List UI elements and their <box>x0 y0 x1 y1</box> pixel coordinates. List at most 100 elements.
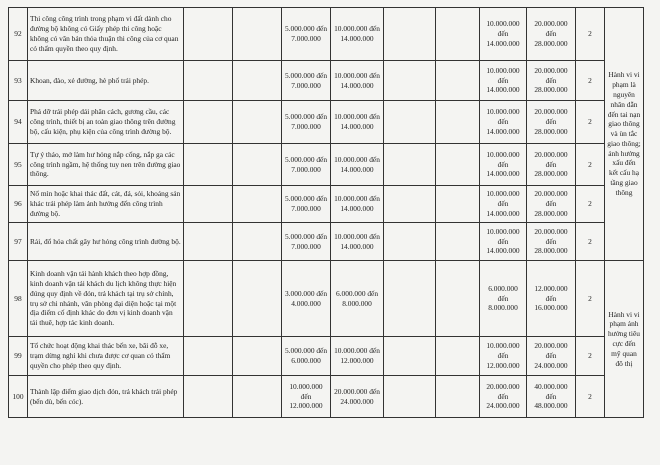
cell-c4 <box>232 143 282 186</box>
cell-c6: 10.000.000 đến 14.000.000 <box>330 7 384 61</box>
cell-c5: 10.000.000 đến 12.000.000 <box>281 375 331 418</box>
cell-c3 <box>183 336 233 376</box>
row-number: 97 <box>8 222 28 261</box>
cell-c6: 10.000.000 đến 14.000.000 <box>330 185 384 223</box>
group-note: Hành vi vi phạm ảnh hưởng tiêu cực đến m… <box>604 260 644 418</box>
cell-c6: 10.000.000 đến 14.000.000 <box>330 60 384 101</box>
violation-description: Rải, đổ hóa chất gây hư hỏng công trình … <box>27 222 184 261</box>
cell-c9: 6.000.000 đến 8.000.000 <box>479 260 527 337</box>
cell-c11: 2 <box>575 7 605 61</box>
cell-c7 <box>383 336 436 376</box>
cell-c3 <box>183 100 233 144</box>
violation-description: Thành lập điểm giao dịch đón, trả khách … <box>27 375 184 418</box>
cell-c11: 2 <box>575 336 605 376</box>
cell-c4 <box>232 100 282 144</box>
cell-c3 <box>183 60 233 101</box>
cell-c8 <box>435 100 480 144</box>
cell-c8 <box>435 185 480 223</box>
row-number: 96 <box>8 185 28 223</box>
violation-description: Tổ chức hoạt động khai thác bến xe, bãi … <box>27 336 184 376</box>
cell-c10: 20.000.000 đến 24.000.000 <box>526 336 576 376</box>
cell-c3 <box>183 185 233 223</box>
cell-c11: 2 <box>575 375 605 418</box>
violation-description: Khoan, đào, xẻ đường, hè phố trái phép. <box>27 60 184 101</box>
cell-c6: 10.000.000 đến 14.000.000 <box>330 100 384 144</box>
cell-c5: 5.000.000 đến 7.000.000 <box>281 222 331 261</box>
cell-c9: 10.000.000 đến 12.000.000 <box>479 336 527 376</box>
cell-c8 <box>435 336 480 376</box>
row-number: 99 <box>8 336 28 376</box>
cell-c9: 10.000.000 đến 14.000.000 <box>479 185 527 223</box>
cell-c10: 20.000.000 đến 28.000.000 <box>526 60 576 101</box>
row-number: 95 <box>8 143 28 186</box>
cell-c11: 2 <box>575 260 605 337</box>
cell-c4 <box>232 185 282 223</box>
cell-c8 <box>435 375 480 418</box>
group-note: Hành vi vi phạm là nguyên nhân dẫn đến t… <box>604 7 644 261</box>
row-number: 93 <box>8 60 28 101</box>
violation-description: Tự ý tháo, mở làm hư hỏng nắp cống, nắp … <box>27 143 184 186</box>
table-row: 95 Tự ý tháo, mở làm hư hỏng nắp cống, nắ… <box>8 143 644 186</box>
cell-c8 <box>435 60 480 101</box>
table-row: 100 Thành lập điểm giao dịch đón, trả khá… <box>8 375 644 418</box>
cell-c9: 10.000.000 đến 14.000.000 <box>479 100 527 144</box>
cell-c10: 12.000.000 đến 16.000.000 <box>526 260 576 337</box>
violation-description: Thi công công trình trong phạm vi đất dà… <box>27 7 184 61</box>
cell-c7 <box>383 375 436 418</box>
violation-description: Nổ mìn hoặc khai thác đất, cát, đá, sỏi,… <box>27 185 184 223</box>
cell-c8 <box>435 143 480 186</box>
cell-c6: 6.000.000 đến 8.000.000 <box>330 260 384 337</box>
cell-c6: 10.000.000 đến 14.000.000 <box>330 143 384 186</box>
cell-c9: 10.000.000 đến 14.000.000 <box>479 143 527 186</box>
penalty-table: 92 Thi công công trình trong phạm vi đất … <box>8 7 644 418</box>
cell-c9: 10.000.000 đến 14.000.000 <box>479 222 527 261</box>
table-row: 97 Rải, đổ hóa chất gây hư hỏng công trìn… <box>8 222 644 261</box>
cell-c4 <box>232 336 282 376</box>
cell-c10: 20.000.000 đến 28.000.000 <box>526 185 576 223</box>
cell-c10: 20.000.000 đến 28.000.000 <box>526 7 576 61</box>
cell-c4 <box>232 222 282 261</box>
cell-c3 <box>183 143 233 186</box>
cell-c9: 10.000.000 đến 14.000.000 <box>479 7 527 61</box>
cell-c5: 3.000.000 đến 4.000.000 <box>281 260 331 337</box>
table-row: 99 Tổ chức hoạt động khai thác bến xe, bã… <box>8 336 644 376</box>
cell-c3 <box>183 7 233 61</box>
cell-c10: 20.000.000 đến 28.000.000 <box>526 222 576 261</box>
cell-c11: 2 <box>575 222 605 261</box>
cell-c6: 10.000.000 đến 12.000.000 <box>330 336 384 376</box>
cell-c11: 2 <box>575 60 605 101</box>
cell-c7 <box>383 143 436 186</box>
cell-c7 <box>383 100 436 144</box>
cell-c11: 2 <box>575 143 605 186</box>
violation-description: Phá dỡ trái phép dải phân cách, gương cầ… <box>27 100 184 144</box>
row-number: 100 <box>8 375 28 418</box>
cell-c7 <box>383 60 436 101</box>
cell-c7 <box>383 260 436 337</box>
cell-c5: 5.000.000 đến 7.000.000 <box>281 7 331 61</box>
cell-c5: 5.000.000 đến 7.000.000 <box>281 60 331 101</box>
cell-c8 <box>435 260 480 337</box>
cell-c7 <box>383 222 436 261</box>
cell-c8 <box>435 222 480 261</box>
cell-c11: 2 <box>575 100 605 144</box>
cell-c6: 10.000.000 đến 14.000.000 <box>330 222 384 261</box>
row-number: 98 <box>8 260 28 337</box>
row-number: 94 <box>8 100 28 144</box>
table-row: 93 Khoan, đào, xẻ đường, hè phố trái phép… <box>8 60 644 101</box>
cell-c4 <box>232 260 282 337</box>
cell-c4 <box>232 375 282 418</box>
cell-c4 <box>232 60 282 101</box>
cell-c3 <box>183 375 233 418</box>
cell-c5: 5.000.000 đến 7.000.000 <box>281 100 331 144</box>
row-number: 92 <box>8 7 28 61</box>
violation-description: Kinh doanh vận tải hành khách theo hợp đ… <box>27 260 184 337</box>
cell-c4 <box>232 7 282 61</box>
table-row: 92 Thi công công trình trong phạm vi đất … <box>8 7 644 261</box>
cell-c3 <box>183 222 233 261</box>
cell-c5: 5.000.000 đến 7.000.000 <box>281 185 331 223</box>
table-row: 96 Nổ mìn hoặc khai thác đất, cát, đá, sỏ… <box>8 185 644 223</box>
cell-c9: 10.000.000 đến 14.000.000 <box>479 60 527 101</box>
cell-c10: 20.000.000 đến 28.000.000 <box>526 100 576 144</box>
cell-c10: 40.000.000 đến 48.000.000 <box>526 375 576 418</box>
table-row: 94 Phá dỡ trái phép dải phân cách, gương … <box>8 100 644 144</box>
